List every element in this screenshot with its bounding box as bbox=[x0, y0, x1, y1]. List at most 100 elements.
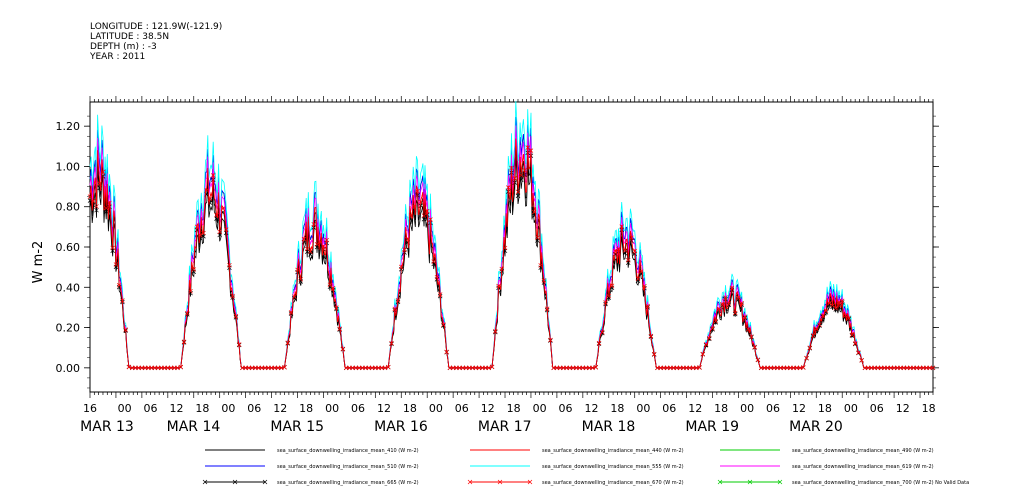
axis-ticks bbox=[89, 96, 934, 398]
series-marker bbox=[172, 365, 177, 371]
series-marker bbox=[418, 203, 423, 209]
series-marker bbox=[826, 301, 832, 306]
series-marker bbox=[214, 212, 219, 218]
series-marker bbox=[742, 314, 748, 319]
series-marker bbox=[360, 365, 365, 371]
series-marker bbox=[518, 177, 524, 183]
series-marker bbox=[872, 365, 877, 371]
series-marker bbox=[369, 365, 375, 371]
series-marker bbox=[622, 248, 628, 253]
series-marker bbox=[878, 365, 884, 371]
x-tick-label: 12 bbox=[688, 402, 702, 415]
series-marker bbox=[668, 365, 673, 371]
plot-header: LONGITUDE : 121.9W(-121.9) LATITUDE : 38… bbox=[90, 22, 222, 62]
series-marker bbox=[223, 227, 229, 232]
series-marker bbox=[544, 306, 550, 312]
x-date-label: MAR 14 bbox=[167, 419, 221, 435]
series-marker bbox=[188, 289, 193, 294]
series-marker bbox=[337, 326, 342, 331]
series-marker bbox=[343, 365, 349, 371]
series-marker bbox=[194, 224, 200, 229]
series-marker bbox=[687, 365, 693, 371]
x-tick-label: 16 bbox=[83, 402, 97, 415]
x-tick-label: 06 bbox=[662, 402, 676, 415]
series-line bbox=[89, 138, 933, 369]
series-lines bbox=[87, 101, 936, 371]
series-marker bbox=[629, 235, 634, 241]
series-marker bbox=[833, 305, 838, 311]
series-marker bbox=[94, 204, 99, 209]
series-marker bbox=[531, 209, 537, 215]
legend-marker bbox=[467, 479, 473, 485]
series-marker bbox=[794, 365, 800, 371]
series-marker bbox=[256, 365, 261, 371]
series-marker bbox=[168, 365, 174, 371]
series-marker bbox=[162, 365, 167, 371]
series-marker bbox=[888, 365, 894, 371]
series-marker bbox=[236, 342, 242, 347]
series-marker bbox=[752, 344, 757, 350]
series-marker bbox=[846, 315, 851, 321]
series-marker bbox=[253, 365, 258, 371]
series-marker bbox=[285, 340, 291, 346]
x-date-label: MAR 15 bbox=[270, 419, 324, 435]
x-tick-label: 06 bbox=[455, 402, 469, 415]
series-marker bbox=[891, 365, 897, 371]
series-marker bbox=[159, 365, 164, 371]
series-marker bbox=[859, 357, 864, 363]
series-marker bbox=[814, 326, 819, 332]
series-marker bbox=[522, 168, 527, 173]
series-marker bbox=[564, 365, 569, 371]
series-marker bbox=[898, 365, 903, 371]
series-marker bbox=[411, 204, 417, 209]
series-marker bbox=[366, 365, 372, 371]
series-marker bbox=[583, 365, 589, 371]
series-marker bbox=[651, 351, 657, 357]
series-marker bbox=[272, 365, 278, 371]
y-tick-label: 0.40 bbox=[56, 281, 81, 294]
series-marker bbox=[645, 303, 650, 309]
series-marker bbox=[768, 365, 774, 371]
x-tick-label: 12 bbox=[169, 402, 183, 415]
series-marker bbox=[635, 278, 641, 284]
series-marker bbox=[632, 248, 637, 254]
series-marker bbox=[207, 196, 213, 201]
series-marker bbox=[441, 322, 446, 327]
series-marker bbox=[330, 285, 336, 291]
series-marker bbox=[723, 295, 728, 300]
series-marker bbox=[661, 365, 667, 371]
series-marker bbox=[421, 216, 427, 222]
series-marker bbox=[843, 313, 848, 318]
x-tick-label: 18 bbox=[195, 402, 209, 415]
legend-label: sea_surface_downwelling_irradiance_mean_… bbox=[277, 464, 419, 470]
series-marker bbox=[353, 365, 359, 371]
x-axis: 16 00 06 12 18 00 06 12 18 00 06 12 18 00 06 12 18 00 06 12… bbox=[80, 402, 936, 435]
series-marker bbox=[489, 364, 495, 370]
series-marker bbox=[671, 365, 676, 371]
series-marker bbox=[914, 365, 920, 371]
series-marker bbox=[593, 365, 599, 370]
series-marker bbox=[103, 209, 109, 215]
series-marker bbox=[266, 365, 271, 371]
series-marker bbox=[94, 207, 99, 213]
series-marker bbox=[301, 236, 307, 242]
series-marker bbox=[373, 365, 378, 371]
series-marker bbox=[103, 205, 109, 211]
x-tick-label: 06 bbox=[247, 402, 261, 415]
series-marker bbox=[917, 365, 923, 371]
legend-marker bbox=[717, 479, 723, 485]
series-marker bbox=[762, 365, 767, 371]
x-tick-label: 06 bbox=[351, 402, 365, 415]
series-marker bbox=[506, 185, 511, 190]
series-marker bbox=[334, 305, 339, 310]
series-marker bbox=[755, 357, 761, 363]
legend-marker bbox=[747, 479, 753, 485]
series-marker bbox=[512, 180, 517, 185]
series-marker bbox=[911, 365, 916, 371]
series-marker bbox=[275, 365, 281, 371]
series-marker bbox=[317, 239, 323, 245]
series-marker bbox=[817, 322, 822, 327]
series-marker bbox=[600, 330, 605, 335]
y-tick-label: 0.60 bbox=[56, 241, 81, 254]
